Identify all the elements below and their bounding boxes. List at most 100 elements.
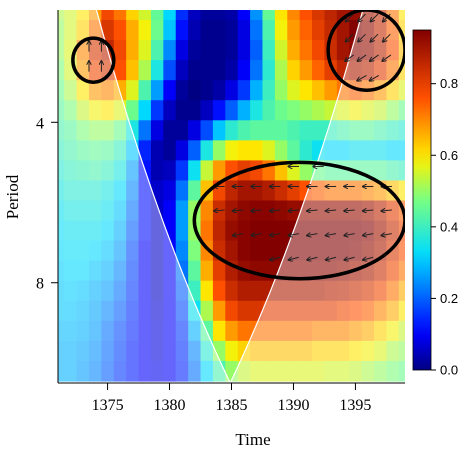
heatmap-cell (175, 160, 189, 182)
x-tick-label: 1395 (339, 397, 371, 414)
heatmap-cell (188, 260, 202, 282)
heatmap-cell (312, 300, 326, 322)
heatmap-cell (274, 40, 288, 61)
colorbar-tick-label: 0.0 (440, 363, 458, 378)
heatmap-cell (274, 20, 288, 41)
heatmap-cell (64, 160, 78, 182)
heatmap-cell (101, 160, 115, 182)
heatmap-cell (150, 80, 164, 101)
heatmap-cell (324, 360, 338, 382)
heatmap-cell (126, 40, 140, 61)
heatmap-cell (262, 60, 276, 81)
heatmap-cell (200, 300, 214, 322)
heatmap-cell (225, 120, 239, 141)
heatmap-cell (250, 160, 264, 182)
phase-arrow (270, 257, 281, 260)
heatmap-cell (113, 240, 127, 262)
heatmap-cell (212, 300, 226, 322)
heatmap-cell (212, 320, 226, 342)
heatmap-cell (312, 180, 326, 202)
heatmap-cell (64, 20, 78, 41)
heatmap-cell (188, 320, 202, 342)
heatmap-cell (361, 10, 375, 21)
colorbar: 0.0 0.2 0.4 0.6 0.8 (412, 29, 458, 378)
phase-arrow (383, 33, 391, 42)
phase-arrow (381, 210, 392, 211)
heatmap-cell (113, 180, 127, 202)
heatmap-cell (126, 180, 140, 202)
phase-arrow (344, 234, 355, 236)
heatmap-cell (299, 260, 313, 282)
heatmap-cell (386, 300, 400, 322)
heatmap-cell (126, 10, 140, 21)
heatmap-cell (113, 340, 127, 362)
heatmap-cell (262, 300, 276, 322)
heatmap-cell (237, 360, 251, 382)
heatmap-cell (88, 10, 102, 21)
coi-shade-right (230, 10, 405, 383)
plot-area (58, 10, 405, 383)
heatmap-cell (88, 20, 102, 41)
heatmap-cell (274, 280, 288, 302)
heatmap-cell (163, 20, 177, 41)
heatmap-cell (113, 360, 127, 382)
phase-arrow (344, 210, 355, 211)
heatmap-cell (398, 180, 405, 202)
heatmap-cell (287, 10, 301, 21)
heatmap-cell (138, 260, 152, 282)
heatmap-cell (101, 240, 115, 262)
heatmap-cell (113, 40, 127, 61)
heatmap-cell (299, 280, 313, 302)
heatmap-cell (175, 10, 189, 21)
heatmap-cell (175, 280, 189, 302)
heatmap-cell (374, 260, 388, 282)
heatmap-cell (287, 320, 301, 342)
heatmap-cell (287, 300, 301, 322)
heatmap-cell (398, 10, 405, 21)
heatmap-cell (200, 10, 214, 21)
heatmap-cell (336, 140, 350, 161)
heatmap-cell (274, 200, 288, 222)
heatmap-cell (175, 320, 189, 342)
heatmap-cell (76, 240, 90, 262)
heatmap-cell (212, 220, 226, 242)
heatmap-cell (138, 80, 152, 101)
heatmap-cell (64, 100, 78, 121)
heatmap-cell (175, 340, 189, 362)
heatmap-cell (349, 360, 363, 382)
heatmap-cell (126, 280, 140, 302)
heatmap-cell (237, 320, 251, 342)
phase-arrow (382, 54, 392, 61)
heatmap-cell (349, 320, 363, 342)
heatmap-cell (237, 80, 251, 101)
heatmap-cell (349, 120, 363, 141)
heatmap-cell (250, 220, 264, 242)
colorbar-tick-label: 0.6 (440, 148, 458, 163)
heatmap-cell (237, 10, 251, 21)
heatmap-cell (225, 140, 239, 161)
heatmap-cell (76, 280, 90, 302)
heatmap-cell (58, 160, 65, 182)
heatmap-cell (76, 220, 90, 242)
heatmap-cell (88, 140, 102, 161)
heatmap-cell (299, 320, 313, 342)
heatmap-cell (361, 100, 375, 121)
heatmap-cell (101, 320, 115, 342)
heatmap-cell (336, 100, 350, 121)
heatmap-cell (398, 340, 405, 362)
x-tick-label: 1375 (92, 397, 124, 414)
heatmap-cell (349, 10, 363, 21)
heatmap-cell (299, 10, 313, 21)
heatmap-cell (163, 340, 177, 362)
phase-arrow (363, 257, 374, 260)
heatmap-cell (200, 80, 214, 101)
heatmap-cell (76, 140, 90, 161)
heatmap-cell (188, 40, 202, 61)
heatmap-cell (361, 320, 375, 342)
heatmap-cell (374, 300, 388, 322)
heatmap-cell (374, 140, 388, 161)
heatmap-cell (374, 160, 388, 182)
heatmap-cell (299, 40, 313, 61)
heatmap-cell (324, 240, 338, 262)
heatmap-cell (64, 120, 78, 141)
